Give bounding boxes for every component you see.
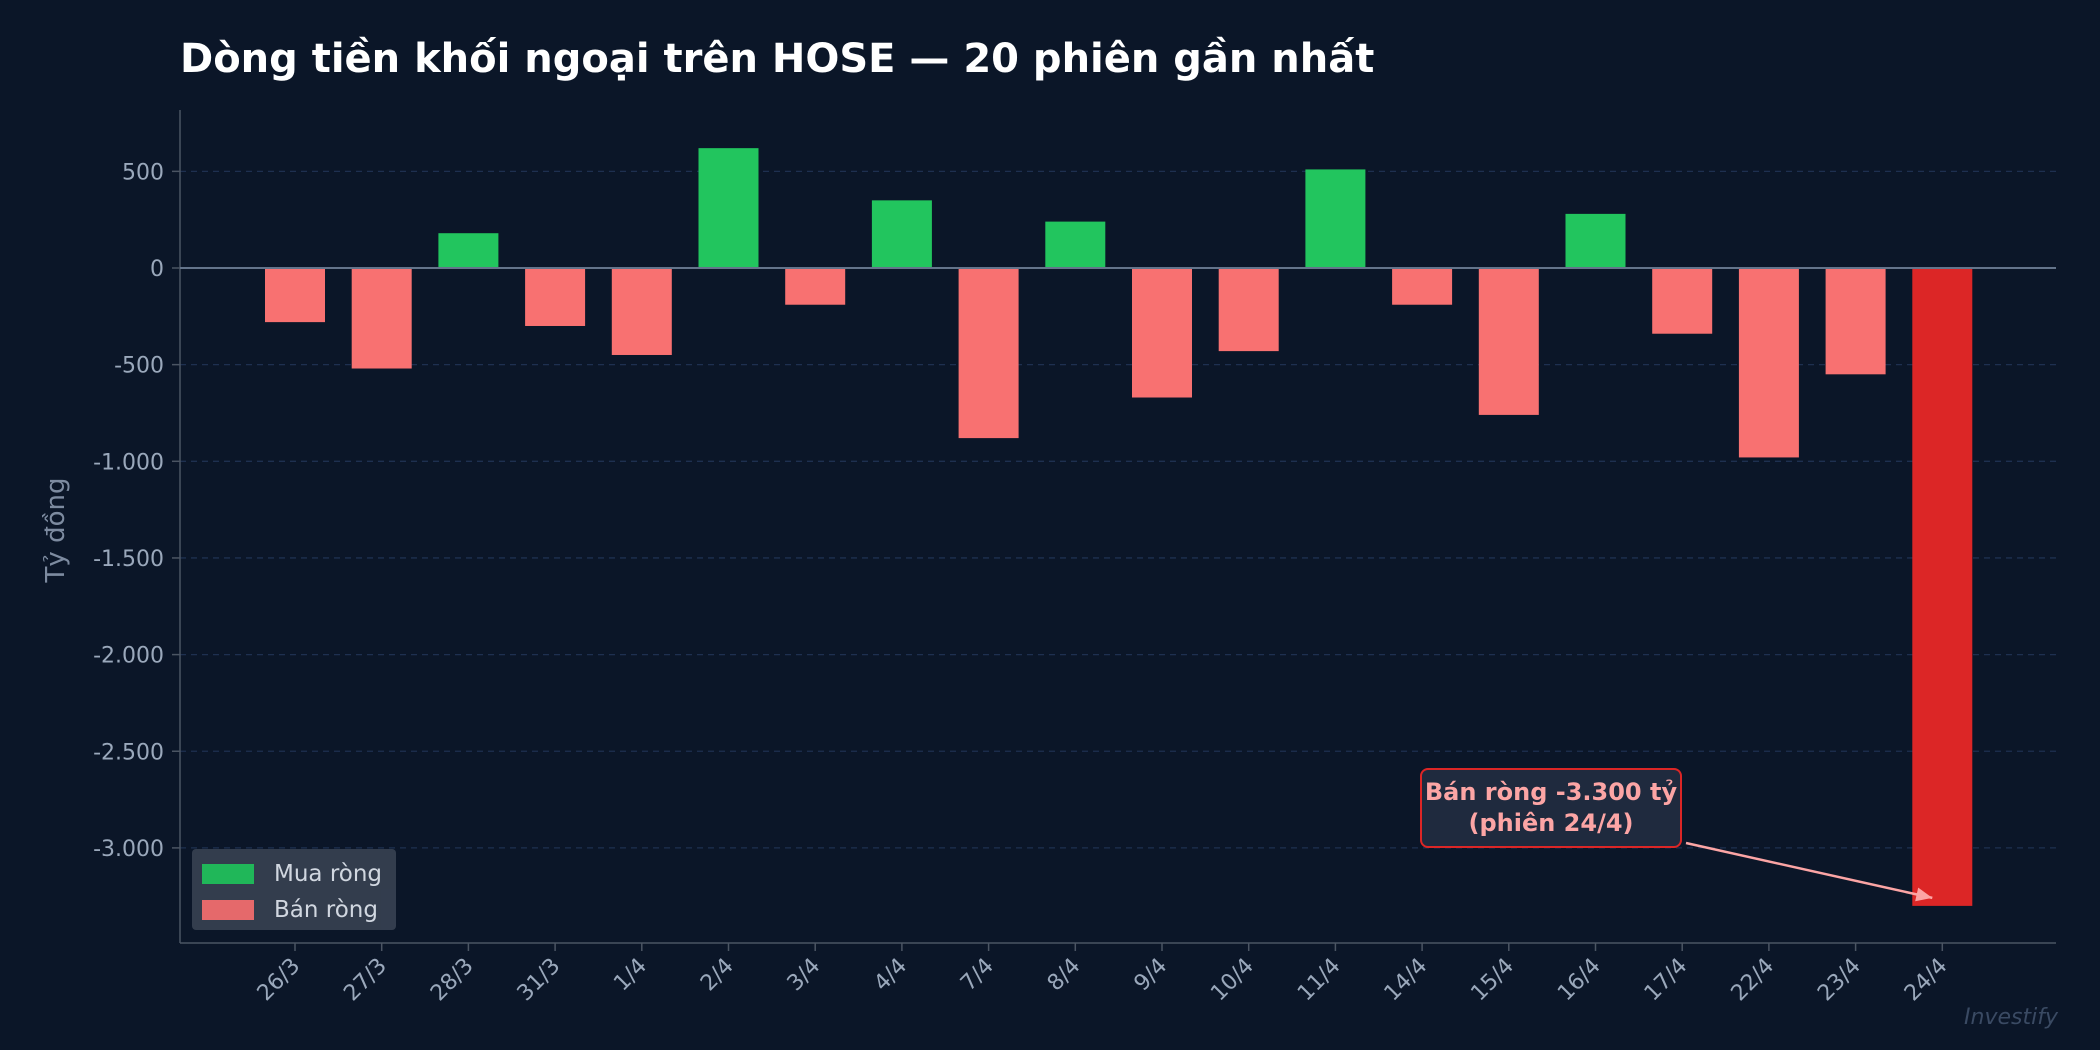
x-tick-label: 17/4 [1640,954,1693,1007]
bar-28-3 [438,233,499,268]
x-tick-label: 1/4 [609,954,652,997]
bar-24-4 [1912,268,1973,906]
bar-31-3 [525,268,586,326]
annotation-arrow [1685,841,1933,900]
bar-7-4 [958,268,1019,439]
bars [180,148,2056,906]
bar-26-3 [265,268,325,323]
x-tick-label: 10/4 [1206,954,1259,1007]
x-tick-label: 15/4 [1466,954,1519,1007]
axes [172,110,2056,951]
bar-8-4 [1045,221,1106,268]
y-tick-label: 500 [122,160,164,185]
y-tick-label: -2.000 [93,644,164,669]
x-tick-label: 28/3 [426,954,479,1007]
bar-14-4 [1392,268,1453,305]
bar-9-4 [1132,268,1192,398]
annotation-line-2: (phiên 24/4) [1468,809,1634,837]
y-tick-label: -1.000 [93,450,164,475]
x-tick-label: 4/4 [869,954,912,997]
x-tick-label: 22/4 [1727,954,1780,1007]
y-tick-label: -2.500 [93,740,164,765]
bar-10-4 [1218,268,1279,352]
x-tick-label: 24/4 [1900,954,1953,1007]
annotation-arrowhead [1915,887,1933,902]
annotation-callout: Bán ròng -3.300 tỷ (phiên 24/4) [1420,768,1682,848]
y-tick-label: 0 [150,257,164,282]
x-tick-label: 16/4 [1553,954,1606,1007]
bar-16-4 [1565,213,1626,268]
x-tick-label: 31/3 [513,954,566,1007]
grid-lines [180,170,2056,849]
bar-17-4 [1652,268,1713,334]
x-tick-label: 9/4 [1130,954,1173,997]
legend-swatch-buy [202,864,254,884]
y-axis-label: Tỷ đồng [41,478,71,584]
legend-label-buy: Mua ròng [274,861,383,887]
legend-item-sell: Bán ròng [202,895,378,925]
x-tick-label: 3/4 [783,954,826,997]
y-tick-label: -3.000 [93,837,164,862]
x-tick-label: 11/4 [1293,954,1346,1007]
x-tick-label: 7/4 [956,954,999,997]
bar-1-4 [611,268,672,355]
y-tick-label: -500 [114,354,164,379]
legend-item-buy: Mua ròng [202,859,382,889]
bar-11-4 [1305,169,1366,268]
annotation-line-1: Bán ròng -3.300 tỷ [1424,778,1678,806]
x-tick-label: 23/4 [1813,954,1866,1007]
chart-title: Dòng tiền khối ngoại trên HOSE — 20 phiê… [180,36,1375,82]
legend: Mua ròng Bán ròng [192,849,396,930]
legend-label-sell: Bán ròng [274,897,378,923]
legend-swatch-sell [202,900,254,920]
y-tick-label: -1.500 [93,547,164,572]
bar-15-4 [1478,268,1539,415]
bar-27-3 [351,268,412,369]
x-tick-label: 27/3 [339,954,392,1007]
bar-22-4 [1738,268,1799,458]
bar-4-4 [871,200,932,268]
bar-2-4 [698,148,759,268]
annotation-arrow-group [1685,841,1933,902]
x-tick-label: 14/4 [1380,954,1433,1007]
x-tick-label: 8/4 [1043,954,1086,997]
x-tick-label: 26/3 [253,954,306,1007]
watermark: Investify [1964,1005,2058,1030]
bar-23-4 [1825,268,1886,375]
bar-3-4 [785,268,846,305]
x-tick-label: 2/4 [696,954,739,997]
